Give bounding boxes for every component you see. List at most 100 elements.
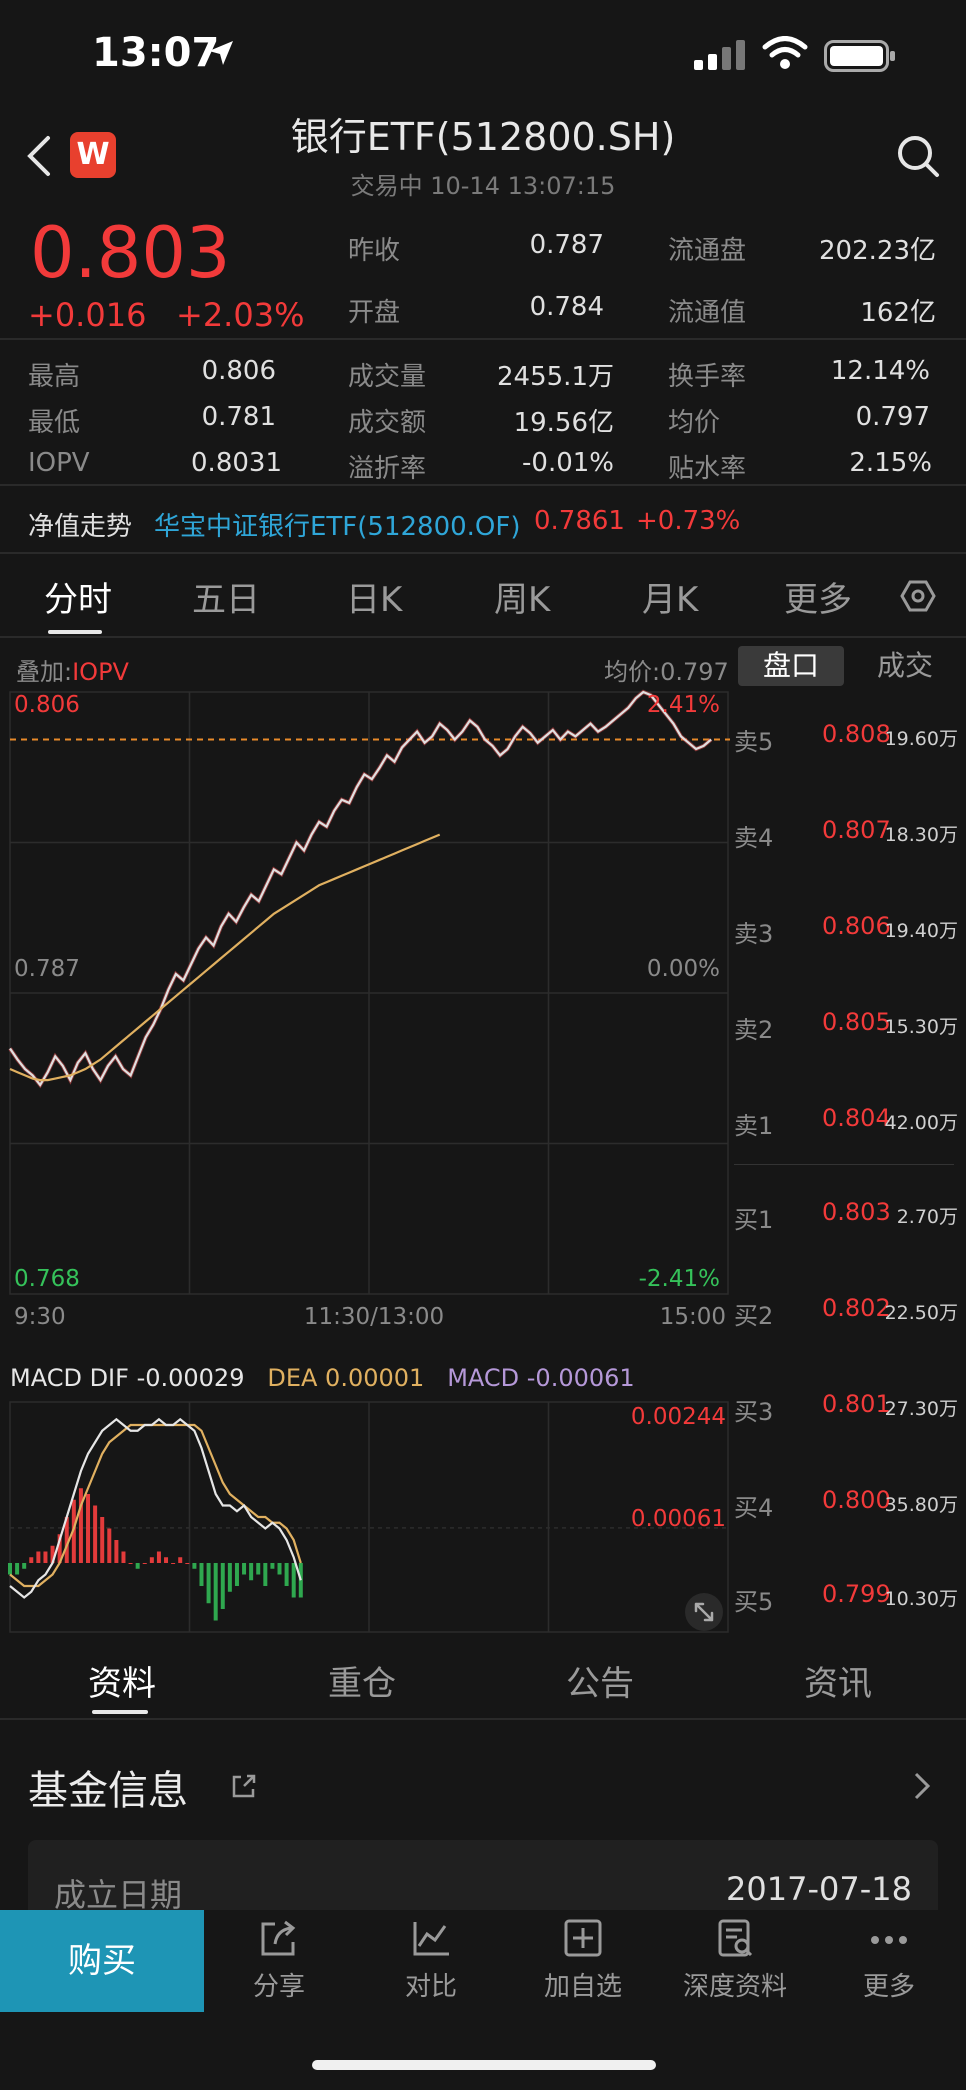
deep-info-label: 深度资料 — [682, 1972, 787, 2002]
macd-bar — [8, 1563, 12, 1575]
add-watchlist-label: 加自选 — [543, 1972, 622, 2002]
home-indicator — [312, 2060, 656, 2070]
order-book-volume: 35.80万 — [884, 1494, 958, 1516]
order-book-row[interactable]: 卖3 0.806 19.40万 — [734, 910, 962, 950]
order-book-volume: 15.30万 — [884, 1016, 958, 1038]
overlay-label[interactable]: 叠加:IOPV — [16, 652, 129, 687]
order-book-price: 0.800 — [822, 1486, 891, 1514]
order-book-row[interactable]: 买1 0.803 2.70万 — [734, 1196, 962, 1236]
macd-bar — [29, 1557, 34, 1563]
y-label-bottom: 0.768 — [14, 1266, 80, 1292]
tab-intraday[interactable]: 分时 — [44, 580, 112, 620]
tab-weekly-k[interactable]: 周K — [494, 580, 551, 620]
order-book-row[interactable]: 买3 0.801 27.30万 — [734, 1388, 962, 1428]
tab-more[interactable]: 更多 — [784, 580, 852, 620]
quote-field-value: 12.14% — [830, 356, 930, 386]
macd-histogram — [8, 1488, 303, 1621]
order-book-row[interactable]: 卖2 0.805 15.30万 — [734, 1006, 962, 1046]
order-book-row[interactable]: 买2 0.802 22.50万 — [734, 1292, 962, 1332]
quote-field-label: 成交额 — [348, 408, 427, 438]
pct-label-bottom: -2.41% — [639, 1266, 720, 1292]
macd-bar — [242, 1563, 247, 1575]
divider — [0, 552, 966, 554]
search-icon[interactable] — [896, 134, 940, 178]
share-icon — [261, 1920, 296, 1956]
order-book-row[interactable]: 卖1 0.804 42.00万 — [734, 1102, 962, 1142]
broker-logo: W — [70, 132, 116, 178]
quote-field-label: 开盘 — [348, 298, 401, 328]
order-book-price: 0.803 — [822, 1198, 891, 1226]
tab-daily-k[interactable]: 日K — [346, 580, 403, 620]
intraday-chart[interactable]: 0.806 0.787 0.768 2.41% 0.00% -2.41% 9:3… — [0, 688, 730, 1638]
macd-bar — [107, 1528, 112, 1563]
macd-bar — [185, 1563, 190, 1564]
nav-fund-link[interactable]: 华宝中证银行ETF(512800.OF) — [154, 512, 521, 542]
tab-news[interactable]: 资讯 — [804, 1664, 872, 1704]
macd-bar — [291, 1563, 296, 1598]
expand-icon[interactable] — [684, 1592, 724, 1632]
pct-label-mid: 0.00% — [647, 956, 720, 982]
quote-field-value: 0.784 — [529, 292, 604, 322]
tab-five-day[interactable]: 五日 — [192, 580, 260, 620]
more-button[interactable]: 更多 — [814, 1918, 964, 2003]
share-button[interactable]: 分享 — [204, 1918, 354, 2003]
macd-bar — [135, 1563, 140, 1569]
tab-profile[interactable]: 资料 — [88, 1664, 156, 1704]
order-book-price: 0.801 — [822, 1390, 891, 1418]
compare-label: 对比 — [404, 1972, 457, 2002]
macd-bar — [142, 1563, 147, 1564]
order-book-side: 买2 — [734, 1302, 774, 1330]
y-label-top: 0.806 — [14, 692, 80, 718]
quote-field-label: 均价 — [668, 408, 721, 438]
avg-line — [9, 833, 441, 1082]
deep-info-button[interactable]: 深度资料 — [660, 1918, 810, 2003]
add-watchlist-button[interactable]: 加自选 — [508, 1918, 658, 2003]
price-line — [9, 690, 712, 1087]
quote-field-value: -0.01% — [522, 448, 614, 478]
overlay-prefix: 叠加: — [16, 658, 73, 686]
order-book-row[interactable]: 买4 0.800 35.80万 — [734, 1484, 962, 1524]
divider — [734, 1164, 954, 1165]
location-arrow-icon — [209, 41, 233, 65]
tab-trades[interactable]: 成交 — [876, 649, 933, 682]
order-book-price: 0.806 — [822, 912, 891, 940]
compare-icon — [413, 1922, 449, 1956]
divider — [0, 636, 966, 638]
battery-icon — [824, 40, 895, 72]
tab-order-book[interactable]: 盘口 — [738, 646, 844, 686]
macd-bar — [213, 1563, 218, 1621]
order-book-side: 卖2 — [734, 1016, 774, 1044]
order-book-price: 0.799 — [822, 1580, 891, 1608]
order-book-row[interactable]: 买5 0.799 10.30万 — [734, 1578, 962, 1618]
order-book-volume: 27.30万 — [884, 1398, 958, 1420]
macd-bar — [206, 1563, 211, 1604]
buy-button[interactable]: 购买 — [0, 1910, 204, 2012]
chevron-right-icon[interactable] — [912, 1770, 932, 1802]
macd-axis-mid: 0.00061 — [631, 1506, 726, 1532]
quote-field-label: IOPV — [28, 448, 90, 478]
change-percent: +2.03% — [176, 296, 305, 334]
macd-bar — [171, 1563, 176, 1564]
external-link-icon[interactable] — [230, 1772, 258, 1800]
tab-monthly-k[interactable]: 月K — [642, 580, 699, 620]
macd-bar — [57, 1534, 62, 1563]
macd-bar — [199, 1563, 204, 1586]
back-chevron-icon[interactable] — [26, 134, 52, 178]
more-icon — [871, 1936, 907, 1944]
tab-announcements[interactable]: 公告 — [566, 1664, 634, 1704]
order-book-row[interactable]: 卖5 0.808 19.60万 — [734, 718, 962, 758]
tab-holdings[interactable]: 重仓 — [328, 1664, 396, 1704]
macd-dif-label: MACD DIF -0.00029 — [10, 1364, 245, 1392]
active-tab-indicator — [48, 630, 102, 634]
divider — [0, 1718, 966, 1720]
macd-bar — [192, 1563, 197, 1569]
quote-field-label: 流通盘 — [668, 236, 747, 266]
macd-bar — [43, 1551, 48, 1563]
order-book-price: 0.805 — [822, 1008, 891, 1036]
macd-bar — [284, 1563, 289, 1586]
overlay-name: IOPV — [72, 658, 129, 686]
compare-button[interactable]: 对比 — [356, 1918, 506, 2003]
macd-bar — [256, 1563, 261, 1575]
settings-hexagon-icon[interactable] — [900, 578, 936, 614]
order-book-row[interactable]: 卖4 0.807 18.30万 — [734, 814, 962, 854]
